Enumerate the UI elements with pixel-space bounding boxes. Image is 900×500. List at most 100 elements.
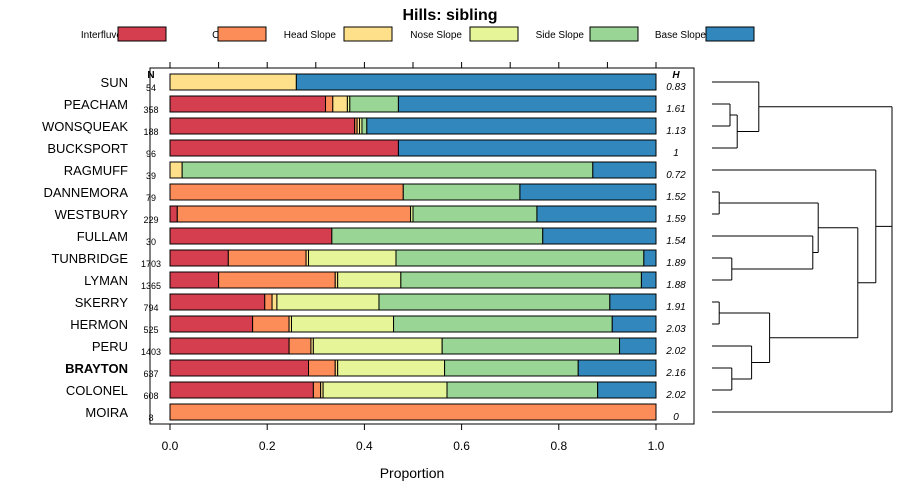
- bar-segment-interfluve: [169, 381, 314, 399]
- row-n-value: 794: [143, 303, 158, 313]
- x-tick-label: 0.2: [259, 439, 276, 453]
- bar-segment-side-slope: [378, 293, 611, 311]
- legend-label: Interfluve: [81, 30, 123, 41]
- row-n-value: 30: [146, 237, 156, 247]
- row-label: WONSQUEAK: [42, 119, 128, 134]
- legend-swatch: [217, 26, 267, 42]
- row-label: BRAYTON: [65, 361, 128, 376]
- bar-segment-base-slope: [366, 117, 657, 135]
- row-label: SKERRY: [75, 295, 129, 310]
- row-h-value: 2.16: [665, 368, 686, 379]
- bar-segment-crest: [169, 403, 657, 421]
- legend-label: Head Slope: [284, 30, 337, 41]
- row-label: COLONEL: [66, 383, 128, 398]
- bar-segment-base-slope: [577, 359, 657, 377]
- row-h-value: 1: [673, 148, 679, 159]
- row-h-value: 1.89: [666, 258, 686, 269]
- legend-swatch: [343, 26, 393, 42]
- legend-label: Base Slope: [655, 30, 707, 41]
- bar-segment-side-slope: [400, 271, 642, 289]
- plot-frame: [149, 67, 695, 425]
- bar-segment-crest: [312, 381, 322, 399]
- row-label: DANNEMORA: [43, 185, 128, 200]
- row-n-value: 1365: [141, 281, 161, 291]
- row-label: PEACHAM: [64, 97, 128, 112]
- row-h-value: 1.88: [666, 280, 686, 291]
- bar-segment-interfluve: [169, 337, 290, 355]
- row-h-value: 1.13: [666, 126, 686, 137]
- x-tick-label: 0.0: [162, 439, 179, 453]
- row-label: WESTBURY: [55, 207, 129, 222]
- bar-segment-nose-slope: [322, 381, 448, 399]
- row-n-value: 8: [148, 413, 153, 423]
- row-h-value: 1.52: [666, 192, 686, 203]
- bar-segment-side-slope: [361, 117, 368, 135]
- x-tick-label: 0.8: [550, 439, 567, 453]
- x-tick-label: 0.6: [453, 439, 470, 453]
- bar-segment-crest: [288, 337, 312, 355]
- row-h-value: 1.59: [666, 214, 686, 225]
- bar-segment-side-slope: [444, 359, 579, 377]
- row-n-value: 54: [146, 83, 156, 93]
- row-n-value: 525: [143, 325, 158, 335]
- legend-label: Side Slope: [536, 30, 585, 41]
- bar-segment-interfluve: [169, 315, 254, 333]
- row-h-value: 0: [673, 412, 679, 423]
- n-column-header: N: [147, 70, 154, 81]
- row-n-value: 188: [143, 127, 158, 137]
- dendrogram: [712, 81, 893, 413]
- row-h-value: 2.02: [665, 346, 686, 357]
- row-label: FULLAM: [77, 229, 128, 244]
- row-n-value: 358: [143, 105, 158, 115]
- bar-segment-nose-slope: [337, 271, 402, 289]
- bar-segment-side-slope: [349, 95, 399, 113]
- bar-segment-base-slope: [597, 381, 657, 399]
- bar-segment-base-slope: [592, 161, 657, 179]
- bar-segment-nose-slope: [276, 293, 380, 311]
- bar-segment-base-slope: [542, 227, 657, 245]
- bar-segment-interfluve: [169, 293, 266, 311]
- row-n-value: 1703: [141, 259, 161, 269]
- bar-segment-crest: [169, 183, 404, 201]
- bar-segment-side-slope: [331, 227, 544, 245]
- bar-segment-base-slope: [611, 315, 657, 333]
- bar-segment-base-slope: [609, 293, 657, 311]
- bar-segment-side-slope: [393, 315, 613, 333]
- bar-segment-crest: [227, 249, 307, 267]
- row-n-value: 79: [146, 193, 156, 203]
- bar-segment-crest: [308, 359, 336, 377]
- bar-segment-base-slope: [397, 95, 657, 113]
- row-label: SUN: [101, 75, 128, 90]
- row-h-value: 1.91: [666, 302, 685, 313]
- bar-segment-interfluve: [169, 117, 356, 135]
- bar-segment-side-slope: [412, 205, 538, 223]
- bar-segment-side-slope: [395, 249, 645, 267]
- row-label: TUNBRIDGE: [51, 251, 128, 266]
- row-label: RAGMUFF: [64, 163, 128, 178]
- row-n-value: 229: [143, 215, 158, 225]
- bar-segment-interfluve: [169, 359, 310, 377]
- bar-segment-head-slope: [169, 161, 183, 179]
- bar-segment-base-slope: [397, 139, 657, 157]
- bar-segment-crest: [252, 315, 290, 333]
- h-column-header: H: [672, 70, 680, 81]
- bar-segment-crest: [218, 271, 336, 289]
- bar-segment-base-slope: [519, 183, 657, 201]
- bar-segment-interfluve: [169, 271, 220, 289]
- row-label: PERU: [92, 339, 128, 354]
- bar-segment-nose-slope: [291, 315, 395, 333]
- bar-segment-side-slope: [441, 337, 621, 355]
- bar-segment-head-slope: [271, 293, 278, 311]
- bar-segment-nose-slope: [337, 359, 446, 377]
- bar-segment-side-slope: [402, 183, 521, 201]
- row-n-value: 637: [143, 369, 158, 379]
- bar-segment-nose-slope: [312, 337, 443, 355]
- row-h-value: 0.83: [666, 82, 686, 93]
- bar-segment-base-slope: [619, 337, 657, 355]
- x-axis: 0.0 0.2 0.4 0.6 0.8 1.0: [162, 62, 665, 453]
- legend-label: Nose Slope: [410, 30, 462, 41]
- bar-segment-interfluve: [169, 95, 327, 113]
- x-tick-label: 0.4: [356, 439, 373, 453]
- bar-segment-crest: [264, 293, 273, 311]
